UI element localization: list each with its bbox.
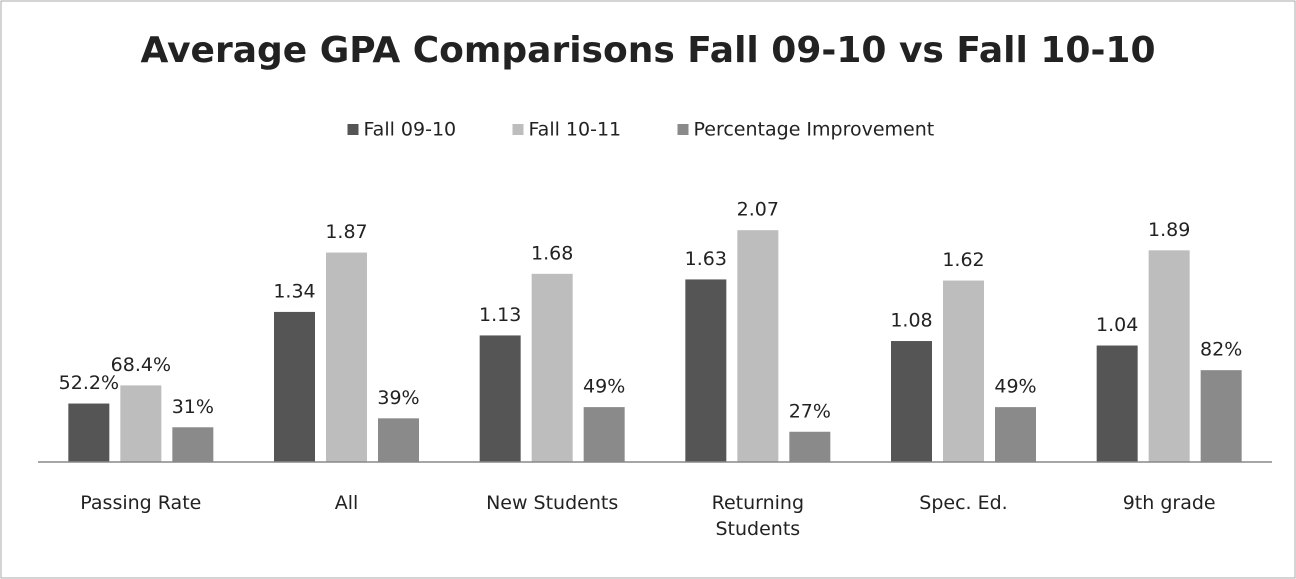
- chart-title: Average GPA Comparisons Fall 09-10 vs Fa…: [140, 30, 1155, 71]
- bar: [378, 418, 419, 462]
- data-label: 49%: [583, 376, 625, 398]
- x-tick-label: Spec. Ed.: [919, 492, 1008, 514]
- bar: [479, 335, 521, 462]
- bar: [1200, 370, 1242, 462]
- bar: [943, 280, 984, 462]
- bar: [685, 279, 727, 462]
- bar: [891, 341, 932, 462]
- legend-label: Fall 09-10: [364, 119, 457, 141]
- x-tick-label: New Students: [486, 492, 619, 514]
- legend-swatch: [347, 124, 359, 135]
- data-label: 2.07: [737, 199, 779, 221]
- bar: [789, 431, 831, 462]
- bar: [1148, 250, 1190, 462]
- data-label: 1.63: [685, 248, 727, 270]
- bar: [274, 311, 315, 462]
- data-label: 39%: [377, 387, 419, 409]
- x-tick-label: 9th grade: [1122, 492, 1216, 514]
- bar: [1096, 345, 1138, 462]
- data-label: 49%: [994, 376, 1036, 398]
- data-label: 82%: [1200, 339, 1242, 361]
- data-label: 1.89: [1148, 219, 1190, 241]
- bar: [583, 407, 625, 462]
- data-label: 1.62: [942, 249, 984, 271]
- legend-label: Fall 10-11: [529, 119, 622, 141]
- data-label: 1.04: [1096, 314, 1138, 336]
- x-tick-label: Passing Rate: [80, 492, 202, 514]
- data-label: 68.4%: [111, 354, 171, 376]
- data-label: 1.68: [531, 242, 573, 264]
- data-label: 27%: [789, 400, 831, 422]
- bar: [531, 273, 573, 462]
- x-tick-label: Returning Students: [711, 492, 805, 540]
- bar: [68, 403, 110, 462]
- bar: [737, 230, 779, 462]
- bar: [120, 385, 162, 462]
- bar: [995, 407, 1036, 462]
- x-tick-label: All: [334, 492, 359, 514]
- data-label: 1.34: [273, 280, 315, 302]
- data-label: 1.87: [325, 221, 367, 243]
- legend-label: Percentage Improvement: [694, 119, 935, 141]
- data-label: 1.13: [479, 304, 521, 326]
- data-label: 31%: [172, 396, 214, 418]
- bar: [326, 252, 367, 462]
- legend-swatch: [677, 124, 689, 135]
- legend-swatch: [512, 124, 524, 135]
- data-label: 1.08: [890, 310, 932, 332]
- bar: [172, 427, 214, 462]
- data-label: 52.2%: [59, 372, 119, 394]
